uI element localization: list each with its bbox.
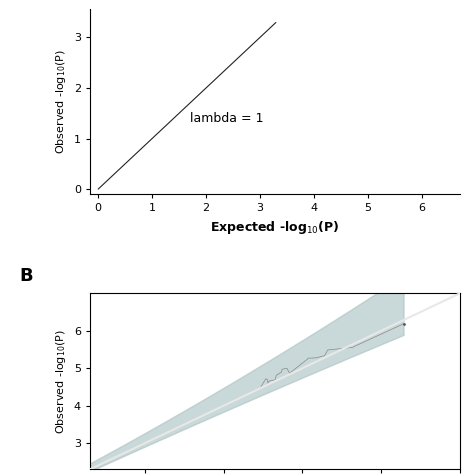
Text: A: A <box>20 0 34 2</box>
Y-axis label: Observed -log$_{10}$(P): Observed -log$_{10}$(P) <box>55 329 68 434</box>
Y-axis label: Observed -log$_{10}$(P): Observed -log$_{10}$(P) <box>55 49 68 154</box>
X-axis label: Expected -log$_{10}$(P): Expected -log$_{10}$(P) <box>210 219 340 236</box>
Point <box>400 320 407 328</box>
Text: lambda = 1: lambda = 1 <box>190 112 264 125</box>
Text: B: B <box>20 266 34 284</box>
